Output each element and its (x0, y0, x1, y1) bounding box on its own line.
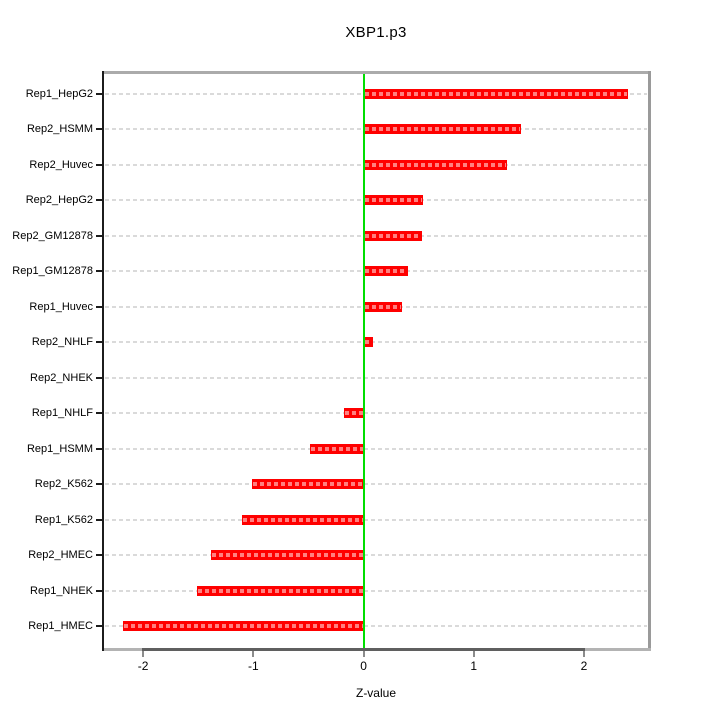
y-axis-tick (96, 341, 103, 343)
y-tick-label: Rep2_HMEC (28, 549, 93, 561)
y-tick-label: Rep1_Huvec (29, 300, 93, 313)
bar-dash-pattern (364, 269, 407, 273)
bar (363, 159, 507, 170)
bar-dash-pattern (364, 304, 402, 309)
bar (363, 266, 408, 276)
gridline (105, 518, 647, 521)
bar-dash-pattern (124, 624, 363, 628)
gridline (105, 483, 647, 485)
x-axis-tick (142, 651, 145, 657)
x-axis-title: Z-value (355, 686, 396, 700)
bar (123, 621, 364, 631)
y-tick-label: Rep2_NHLF (31, 336, 93, 348)
x-tick-label: 2 (580, 659, 588, 673)
bar-dash-pattern (344, 411, 363, 415)
bar (363, 124, 522, 134)
bar (211, 550, 364, 560)
bar-dash-pattern (364, 233, 421, 238)
y-axis-tick (96, 199, 103, 201)
y-tick-label: Rep2_NHEK (30, 371, 93, 384)
bar-dash-pattern (212, 553, 363, 557)
y-tick-label: Rep2_Huvec (29, 158, 93, 171)
bar-dash-pattern (364, 91, 628, 96)
y-axis-tick (96, 589, 103, 592)
gridline (105, 341, 647, 343)
y-tick-label: Rep1_NHEK (30, 584, 93, 597)
bar (197, 585, 364, 596)
bar-dash-pattern (364, 198, 423, 202)
y-tick-label: Rep1_GM12878 (12, 265, 93, 277)
y-axis-tick (96, 625, 103, 627)
x-axis-tick (252, 651, 255, 657)
gridline (105, 625, 647, 627)
bar-dash-pattern (310, 446, 363, 451)
x-tick-label: 1 (470, 659, 478, 673)
y-axis-tick (96, 92, 103, 95)
y-tick-label: Rep2_K562 (34, 478, 93, 490)
plot-border-top (104, 71, 651, 74)
y-tick-label: Rep2_HSMM (26, 123, 93, 135)
bar-dash-pattern (364, 127, 521, 131)
x-tick-label: -2 (137, 659, 149, 673)
gridline (105, 412, 647, 414)
bar (309, 443, 364, 454)
y-axis-tick (96, 234, 103, 237)
x-axis-tick (362, 651, 365, 657)
x-tick-label: -1 (247, 659, 259, 673)
bar-dash-pattern (364, 340, 373, 344)
y-tick-label: Rep1_HMEC (28, 620, 93, 632)
bar (343, 408, 364, 418)
bar-dash-pattern (364, 162, 506, 167)
zero-reference-line (362, 71, 365, 648)
x-tick-label: 0 (360, 659, 367, 673)
bar (363, 88, 629, 99)
bar (242, 514, 364, 525)
y-axis-tick (96, 554, 103, 556)
y-axis-tick (96, 305, 103, 308)
y-axis-tick (96, 163, 103, 166)
y-axis-tick (96, 270, 103, 272)
y-axis-tick (96, 518, 103, 521)
bar-dash-pattern (253, 482, 363, 486)
y-tick-label: Rep1_K562 (34, 513, 93, 526)
y-tick-label: Rep1_HepG2 (25, 87, 93, 100)
gridline (105, 447, 647, 450)
y-axis-line (102, 71, 104, 651)
gridline (105, 376, 647, 379)
y-axis-tick (96, 128, 103, 130)
bar (363, 195, 424, 205)
y-tick-label: Rep1_HSMM (26, 442, 93, 455)
bar-dash-pattern (243, 517, 363, 522)
gridline (105, 589, 647, 592)
gridline (105, 554, 647, 556)
y-axis-tick (96, 412, 103, 414)
y-tick-label: Rep2_GM12878 (12, 229, 93, 242)
x-axis-tick (472, 651, 475, 657)
bar (363, 301, 403, 312)
y-axis-tick (96, 376, 103, 379)
plot-border-right (648, 71, 651, 651)
x-axis-line (142, 648, 585, 651)
x-axis-tick (582, 651, 585, 657)
y-axis-tick (96, 447, 103, 450)
bar-dash-pattern (198, 588, 363, 593)
y-tick-label: Rep1_NHLF (31, 407, 93, 419)
bar (252, 479, 364, 489)
bar (363, 230, 422, 241)
y-tick-label: Rep2_HepG2 (25, 194, 93, 206)
bar (363, 337, 374, 347)
chart-title: XBP1.p3 (345, 24, 407, 41)
y-axis-tick (96, 483, 103, 485)
